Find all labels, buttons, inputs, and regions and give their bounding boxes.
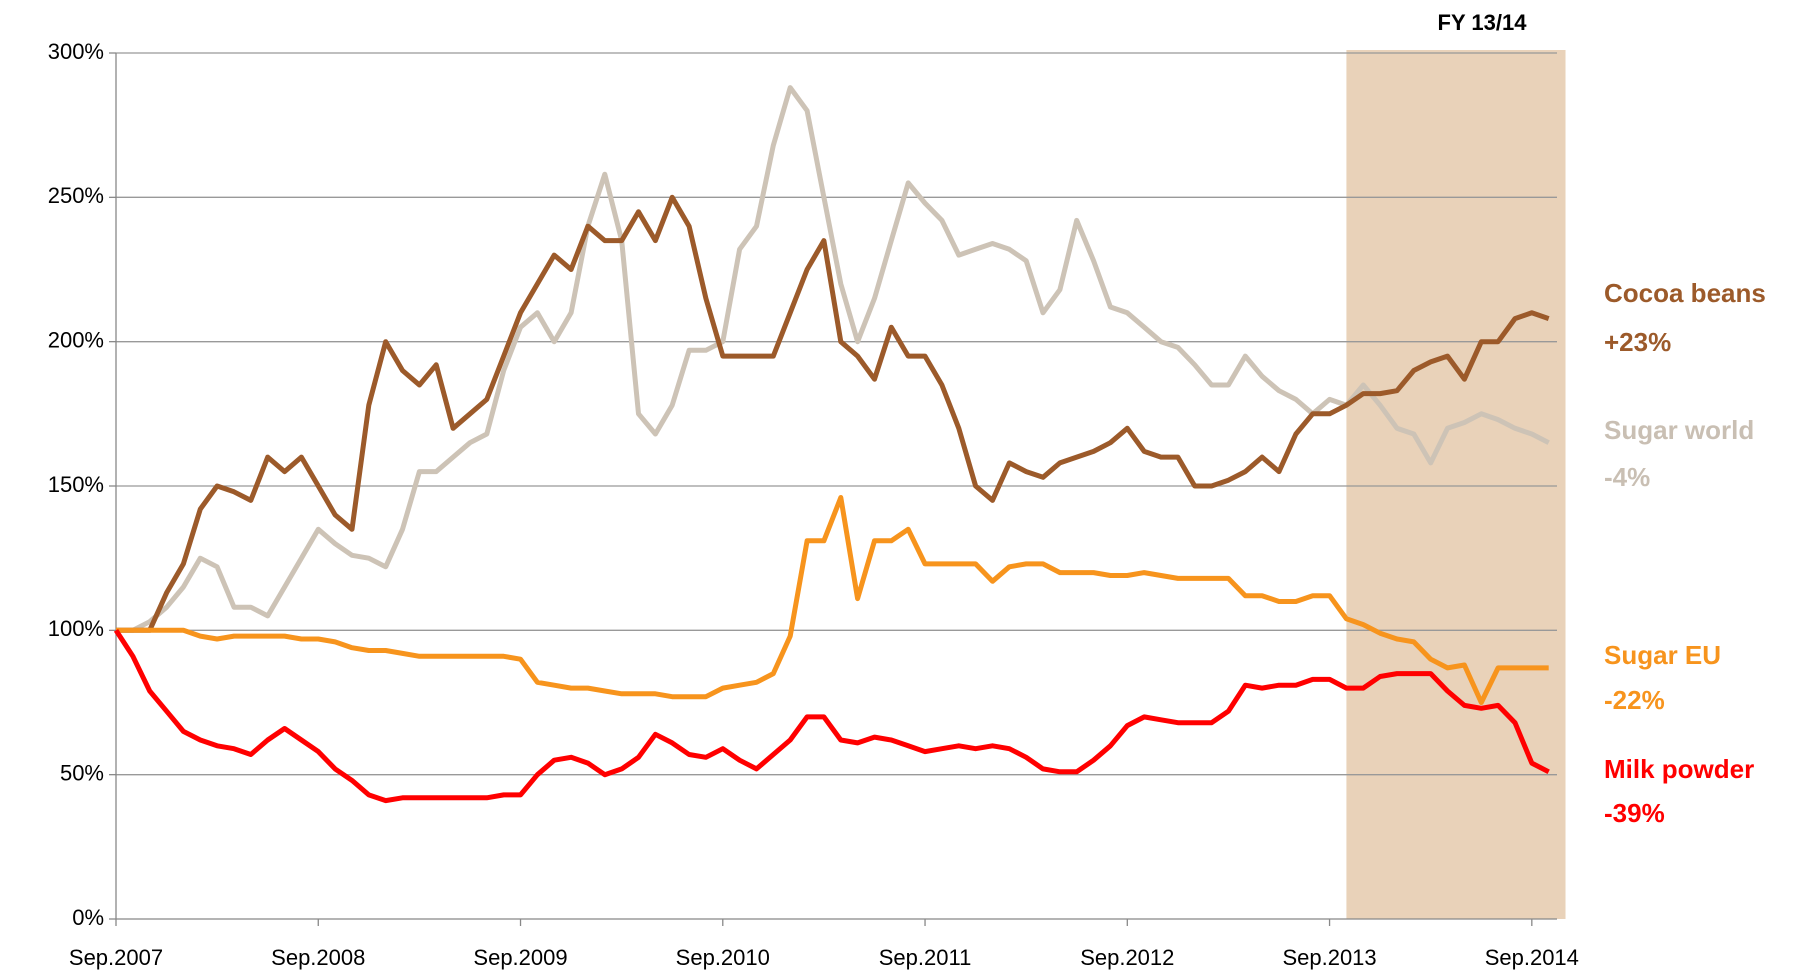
legend-change: -39% [1604, 798, 1665, 828]
y-tick-label: 100% [48, 616, 104, 641]
y-tick-label: 250% [48, 183, 104, 208]
annotation: FY 13/14 [1438, 10, 1528, 35]
y-tick-label: 0% [72, 905, 104, 930]
legend-change: -4% [1604, 462, 1650, 492]
x-tick-label: Sep.2013 [1282, 945, 1376, 970]
legend-label: Cocoa beans [1604, 278, 1766, 308]
y-tick-label: 200% [48, 327, 104, 352]
x-tick-label: Sep.2009 [473, 945, 567, 970]
legend-label: Sugar world [1604, 415, 1754, 445]
y-tick-label: 50% [60, 760, 104, 785]
legend-label: Sugar EU [1604, 640, 1721, 670]
y-tick-label: 150% [48, 472, 104, 497]
legend-change: +23% [1604, 327, 1671, 357]
series-line [116, 85, 1550, 633]
legend-change: -22% [1604, 685, 1665, 715]
series-line [113, 628, 1550, 804]
x-tick-label: Sep.2010 [676, 945, 770, 970]
x-tick-label: Sep.2012 [1080, 945, 1174, 970]
x-tick-label: Sep.2007 [69, 945, 163, 970]
x-tick-label: Sep.2008 [271, 945, 365, 970]
legend-label: Milk powder [1604, 754, 1754, 784]
fy-shade [1346, 50, 1566, 919]
x-tick-label: Sep.2014 [1485, 945, 1579, 970]
series-line [116, 194, 1550, 633]
y-tick-label: 300% [48, 39, 104, 64]
x-tick-label: Sep.2011 [879, 945, 972, 970]
series-line [116, 495, 1549, 705]
